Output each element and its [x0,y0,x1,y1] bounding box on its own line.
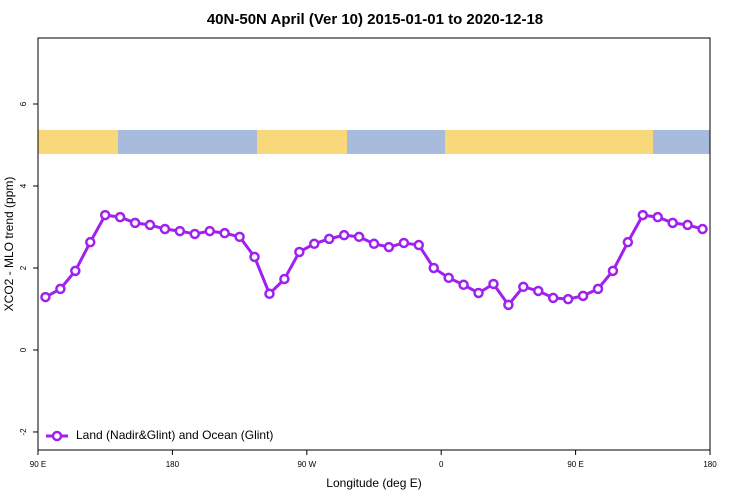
data-point [323,233,335,245]
land [38,130,118,154]
data-point [458,279,469,291]
data-point [174,225,186,237]
data-point [488,278,499,290]
x-tick-label: 180 [166,460,180,469]
data-point [368,238,380,250]
data-point [55,283,66,295]
data-point [577,290,589,302]
y-axis-label: XCO2 - MLO trend (ppm) [2,177,16,312]
data-point [398,237,410,249]
x-tick-label: 180 [703,460,717,469]
data-point [204,225,215,237]
legend-marker [51,430,63,442]
data-point [40,291,51,303]
y-tick-label: 4 [19,183,28,188]
data-point [219,227,230,239]
data-point [129,217,141,229]
data-point [652,211,663,223]
data-point [622,236,634,248]
data-point [592,283,604,295]
data-point [189,228,201,240]
data-point [637,209,649,221]
data-point [562,293,574,305]
data-point [533,285,544,297]
data-point [667,217,678,229]
data-point [309,238,320,250]
land [445,130,653,154]
data-point [697,223,708,235]
data-point [413,239,425,251]
plot-frame [37,37,711,451]
data-point [99,209,111,221]
data-point [338,229,350,241]
data-point [607,265,619,277]
data-point [85,236,96,248]
chart-title: 40N-50N April (Ver 10) 2015-01-01 to 202… [207,11,543,28]
data-point [682,219,693,231]
x-tick-label: 0 [439,460,444,469]
y-tick-label: 6 [19,101,28,106]
y-tick-label: -2 [19,428,28,436]
data-line [44,213,703,308]
y-tick-label: 0 [19,347,28,352]
data-point [234,231,245,243]
data-point [249,251,260,263]
land [257,130,347,154]
data-point [264,288,275,300]
data-point [279,273,290,285]
data-point [353,231,365,243]
x-tick-label: 90 W [297,460,316,469]
x-axis-label: Longitude (deg E) [326,476,421,490]
ocean [350,140,410,154]
data-point [70,265,81,277]
data-point [547,292,559,304]
data-point [114,211,126,223]
x-tick-label: 90 E [567,460,583,469]
map-strip [38,130,710,154]
x-tick-label: 90 E [30,460,46,469]
data-point [443,272,454,284]
data-point [518,281,529,293]
data-point [144,219,156,231]
data-point [159,223,171,235]
data-point [383,241,395,253]
data-point [294,246,305,258]
data-point [503,299,514,311]
data-point [473,287,484,299]
legend-label: Land (Nadir&Glint) and Ocean (Glint) [76,428,273,442]
data-point [428,262,439,274]
y-tick-label: 2 [19,265,28,270]
